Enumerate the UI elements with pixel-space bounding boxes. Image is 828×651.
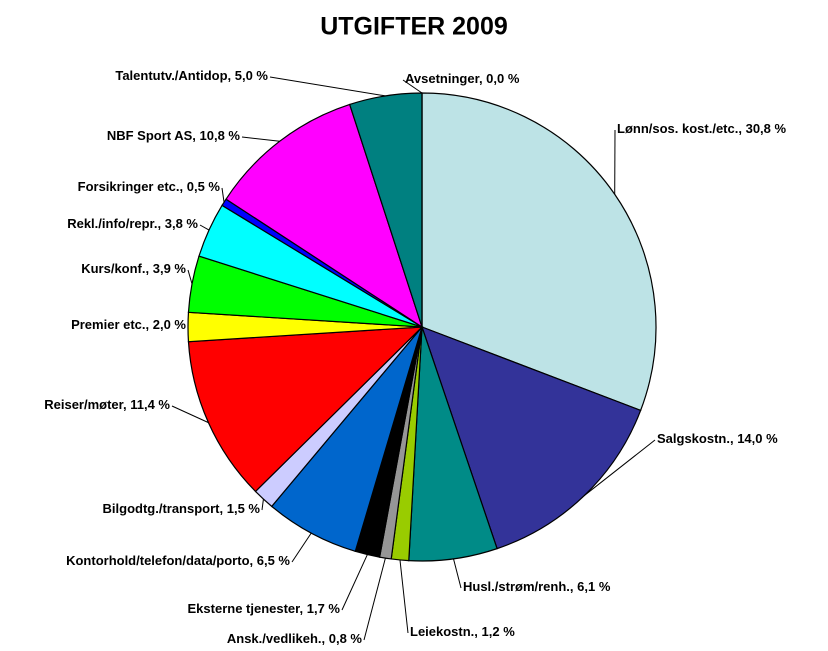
separator: , (192, 128, 199, 143)
value-label: 0,0 % (486, 71, 520, 86)
leader-line (221, 187, 225, 203)
category-label: Leiekostn. (410, 624, 474, 639)
category-label: Ansk./vedlikeh. (227, 631, 322, 646)
separator: , (228, 68, 235, 83)
value-label: 3,9 % (153, 261, 187, 276)
leader-line (187, 269, 193, 285)
category-label: Husl./strøm/renh. (463, 579, 570, 594)
separator: , (570, 579, 577, 594)
leader-line (171, 405, 209, 424)
category-label: Eksterne tjenester (188, 601, 301, 616)
value-label: 3,8 % (165, 216, 199, 231)
value-label: 1,2 % (482, 624, 516, 639)
value-label: 5,0 % (235, 68, 269, 83)
value-label: 2,0 % (153, 317, 187, 332)
leader-line (341, 554, 368, 611)
pie-slice (187, 326, 424, 493)
separator: , (738, 121, 745, 136)
separator: , (146, 317, 153, 332)
value-label: 0,5 % (187, 179, 221, 194)
value-label: 1,5 % (227, 501, 261, 516)
category-label: Reiser/møter (44, 397, 123, 412)
value-label: 11,4 % (130, 397, 170, 412)
leader-line (584, 439, 656, 496)
category-label: Avsetninger (405, 71, 480, 86)
data-label: Kontorhold/telefon/data/porto, 6,5 % (66, 553, 290, 568)
data-label: Salgskostn., 14,0 % (657, 431, 778, 446)
data-label: NBF Sport AS, 10,8 % (107, 128, 241, 143)
data-label: Talentutv./Antidop, 5,0 % (115, 68, 268, 83)
data-label: Leiekostn., 1,2 % (410, 624, 515, 639)
leader-line (199, 224, 210, 231)
separator: , (474, 624, 481, 639)
value-label: 10,8 % (200, 128, 241, 143)
category-label: NBF Sport AS (107, 128, 193, 143)
leader-line (402, 79, 423, 94)
value-label: 6,5 % (257, 553, 291, 568)
leader-line (291, 532, 312, 563)
leader-line (363, 557, 386, 641)
separator: , (250, 553, 257, 568)
data-label: Premier etc., 2,0 % (71, 317, 186, 332)
value-label: 6,1 % (577, 579, 611, 594)
data-label: Reiser/møter, 11,4 % (44, 397, 170, 412)
separator: , (322, 631, 329, 646)
category-label: Bilgodtg./transport (103, 501, 221, 516)
separator: , (220, 501, 227, 516)
pie-slice (421, 325, 642, 550)
leader-line (269, 76, 386, 97)
data-label: Ansk./vedlikeh., 0,8 % (227, 631, 363, 646)
category-label: Forsikringer etc. (78, 179, 180, 194)
data-label: Rekl./info/repr., 3,8 % (67, 216, 198, 231)
data-label: Bilgodtg./transport, 1,5 % (103, 501, 261, 516)
leader-line (453, 558, 462, 589)
data-label: Husl./strøm/renh., 6,1 % (463, 579, 611, 594)
data-label: Kurs/konf., 3,9 % (81, 261, 186, 276)
value-label: 1,7 % (307, 601, 341, 616)
value-label: 14,0 % (737, 431, 778, 446)
category-label: Kontorhold/telefon/data/porto (66, 553, 249, 568)
value-label: 0,8 % (329, 631, 363, 646)
category-label: Talentutv./Antidop (115, 68, 227, 83)
data-label: Forsikringer etc., 0,5 % (78, 179, 221, 194)
data-label: Lønn/sos. kost./etc., 30,8 % (617, 121, 787, 136)
separator: , (146, 261, 153, 276)
category-label: Premier etc. (71, 317, 145, 332)
category-label: Lønn/sos. kost./etc. (617, 121, 738, 136)
leader-line (399, 559, 409, 634)
separator: , (123, 397, 130, 412)
value-label: 30,8 % (746, 121, 787, 136)
data-label: Avsetninger, 0,0 % (405, 71, 520, 86)
separator: , (180, 179, 187, 194)
pie-slice (225, 103, 424, 329)
separator: , (158, 216, 165, 231)
leader-line (261, 499, 264, 511)
category-label: Rekl./info/repr. (67, 216, 157, 231)
leader-line (241, 136, 280, 142)
separator: , (479, 71, 486, 86)
separator: , (730, 431, 737, 446)
data-label: Eksterne tjenester, 1,7 % (188, 601, 341, 616)
chart-title: UTGIFTER 2009 (320, 13, 508, 41)
category-label: Salgskostn. (657, 431, 730, 446)
separator: , (300, 601, 307, 616)
category-label: Kurs/konf. (81, 261, 145, 276)
